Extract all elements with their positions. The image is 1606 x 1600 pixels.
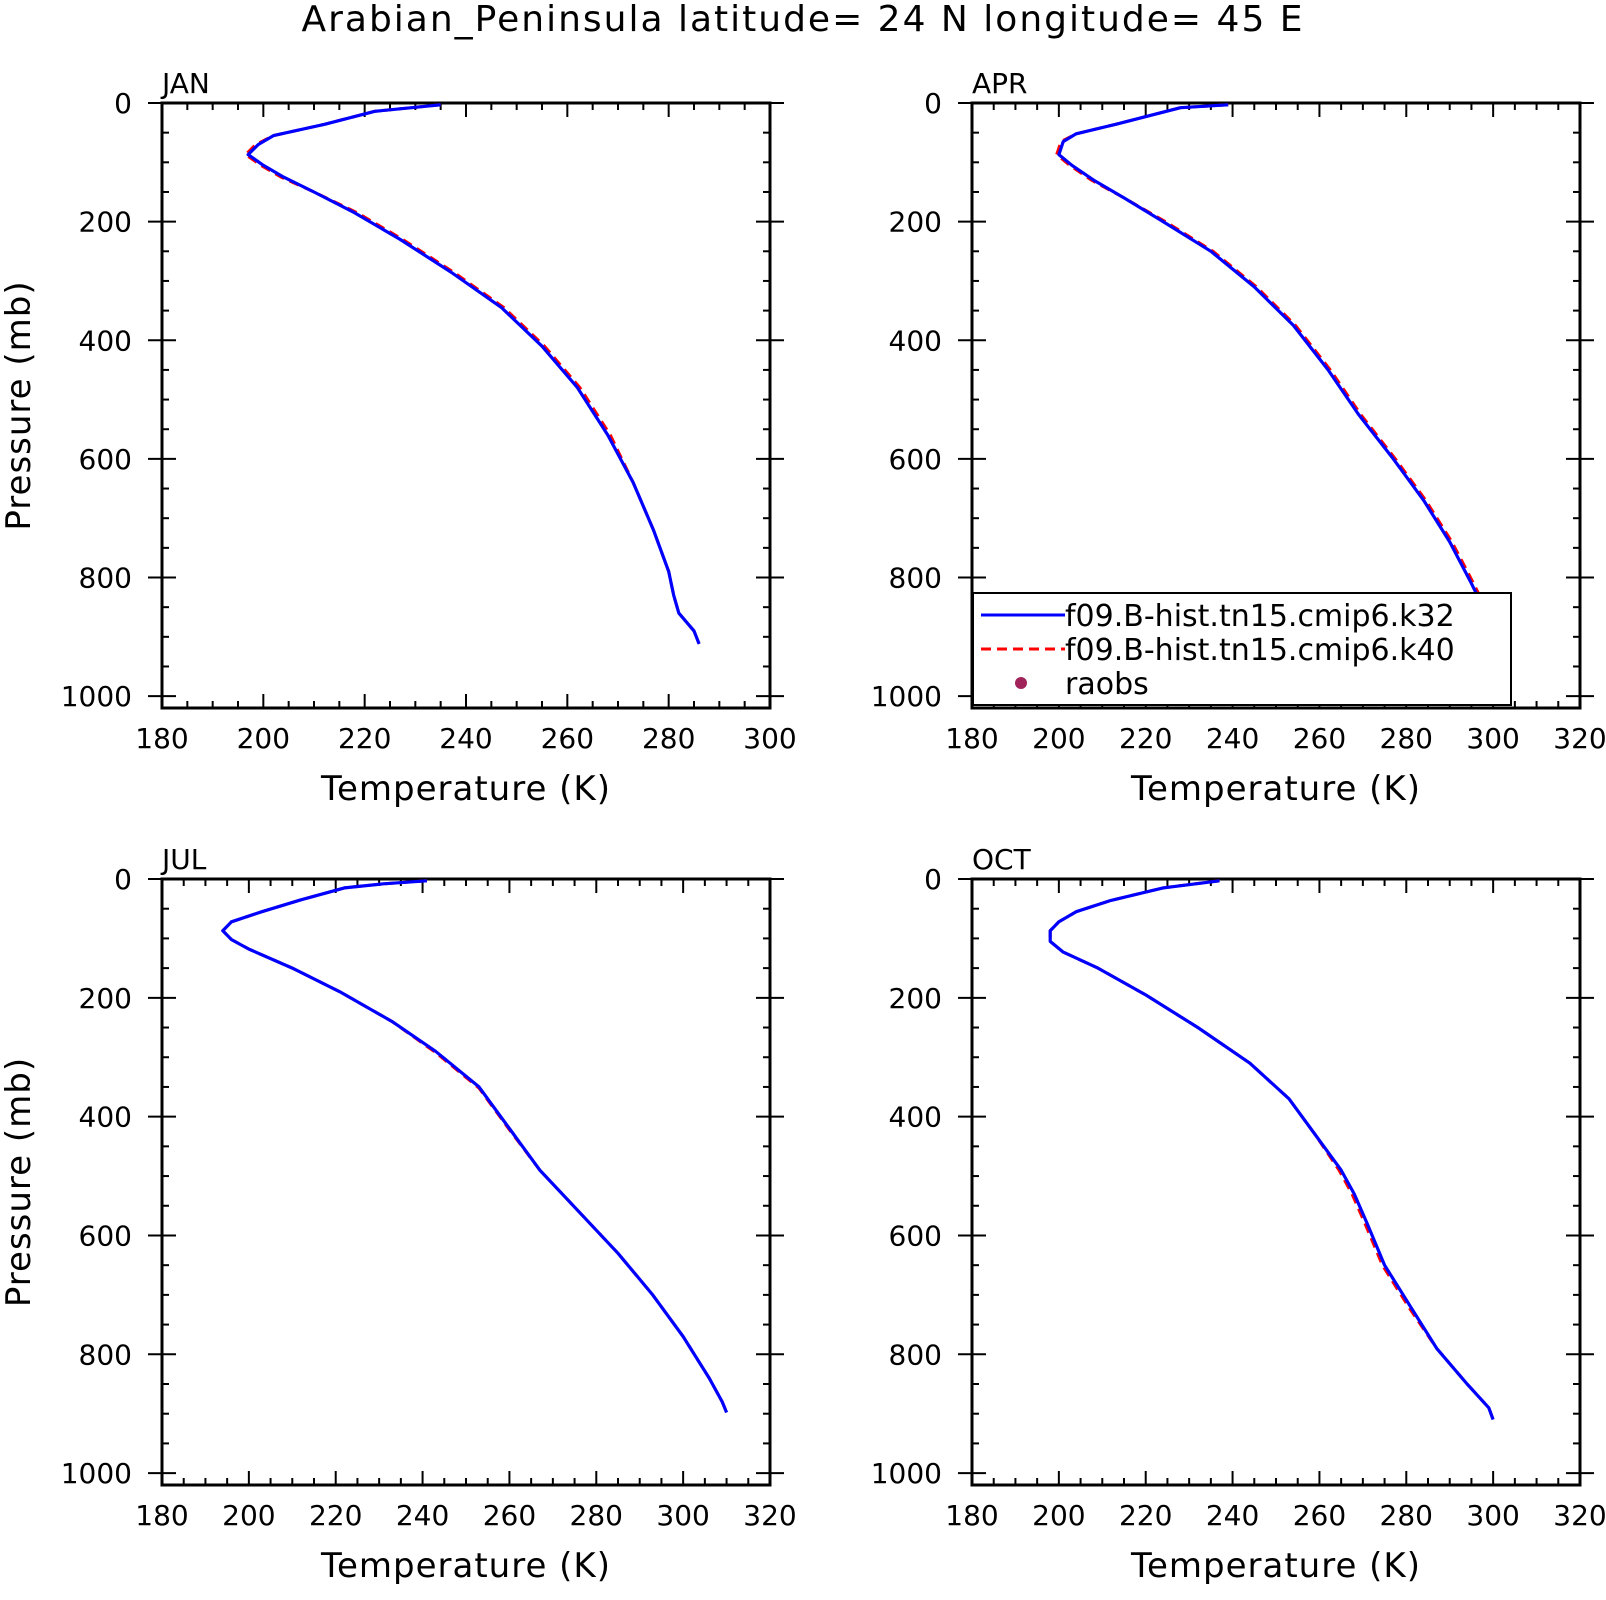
x-axis-title: Temperature (K)	[1130, 769, 1421, 809]
panel-label: JAN	[160, 67, 210, 100]
y-tick-label: 200	[79, 982, 132, 1015]
legend-label: f09.B-hist.tn15.cmip6.k32	[1065, 599, 1455, 634]
x-axis-title: Temperature (K)	[320, 1546, 611, 1586]
panel-apr: 180 200 220 240 260 280 300 320 0 200 400 600 800 100…	[871, 67, 1606, 809]
series-line-k32	[221, 879, 729, 1414]
series-line-k32	[1057, 103, 1499, 641]
series-line-k32	[246, 103, 701, 645]
panel-label: APR	[972, 67, 1028, 100]
x-tick-label: 240	[439, 722, 492, 755]
y-axis-title: Pressure (mb)	[0, 1057, 39, 1307]
panel-label: OCT	[972, 843, 1032, 876]
panel-oct: 180 200 220 240 260 280 300 320 0 200 400 600 800 100…	[871, 843, 1606, 1586]
y-tick-label: 200	[889, 206, 942, 239]
x-tick-label: 240	[1206, 1499, 1259, 1532]
panel-label: JUL	[160, 843, 207, 876]
series-line-k40	[244, 103, 701, 645]
x-tick-label: 300	[1466, 722, 1519, 755]
x-tick-label: 220	[1119, 722, 1172, 755]
y-tick-label: 200	[889, 982, 942, 1015]
y-tick-label: 0	[924, 863, 942, 896]
series-line-k40	[1055, 103, 1499, 641]
y-tick-label: 800	[79, 562, 132, 595]
legend: f09.B-hist.tn15.cmip6.k32f09.B-hist.tn15…	[972, 592, 1512, 706]
y-tick-label: 600	[79, 1219, 132, 1252]
x-tick-label: 220	[309, 1499, 362, 1532]
x-tick-label: 180	[945, 722, 998, 755]
x-tick-label: 180	[135, 1499, 188, 1532]
series-line-k32	[1048, 879, 1495, 1421]
y-axis-title: Pressure (mb)	[0, 280, 39, 530]
plot-frame	[160, 877, 772, 1487]
x-tick-label: 300	[1466, 1499, 1519, 1532]
x-tick-label: 180	[135, 722, 188, 755]
y-tick-label: 400	[79, 1101, 132, 1134]
y-tick-label: 0	[114, 87, 132, 120]
x-axis-title: Temperature (K)	[320, 769, 611, 809]
x-tick-label: 220	[338, 722, 391, 755]
legend-label: raobs	[1065, 667, 1149, 702]
series-line-k40	[1048, 879, 1495, 1421]
panel-jan: 180 200 220 240 260 280 300 0 200 400 600 800 1000 JA…	[0, 67, 797, 809]
x-tick-label: 180	[945, 1499, 998, 1532]
y-tick-label: 800	[889, 1338, 942, 1371]
series-line-k40	[221, 879, 728, 1414]
chart-title: Arabian_Peninsula latitude= 24 N longitu…	[301, 0, 1305, 40]
y-tick-label: 600	[889, 443, 942, 476]
panel-jul: 180 200 220 240 260 280 300 320 0 200 400 600 800 100…	[0, 843, 797, 1586]
x-tick-label: 320	[743, 1499, 796, 1532]
x-tick-label: 240	[1206, 722, 1259, 755]
y-tick-label: 800	[79, 1338, 132, 1371]
y-tick-label: 1000	[61, 1457, 132, 1490]
x-tick-label: 320	[1553, 1499, 1606, 1532]
x-tick-label: 280	[642, 722, 695, 755]
y-tick-label: 400	[889, 324, 942, 357]
x-tick-label: 260	[483, 1499, 536, 1532]
x-tick-label: 200	[237, 722, 290, 755]
x-tick-label: 280	[570, 1499, 623, 1532]
plot-frame	[970, 877, 1582, 1487]
legend-label: f09.B-hist.tn15.cmip6.k40	[1065, 633, 1455, 668]
y-tick-label: 0	[924, 87, 942, 120]
x-tick-label: 280	[1380, 1499, 1433, 1532]
plot-frame	[160, 101, 772, 710]
y-tick-label: 800	[889, 562, 942, 595]
x-tick-label: 260	[1293, 722, 1346, 755]
x-tick-label: 220	[1119, 1499, 1172, 1532]
y-tick-label: 400	[889, 1101, 942, 1134]
y-tick-label: 1000	[871, 1457, 942, 1490]
x-tick-label: 200	[1032, 1499, 1085, 1532]
x-tick-label: 300	[656, 1499, 709, 1532]
x-tick-label: 300	[743, 722, 796, 755]
x-tick-label: 200	[222, 1499, 275, 1532]
y-tick-label: 600	[889, 1219, 942, 1252]
y-tick-label: 1000	[871, 680, 942, 713]
y-tick-label: 1000	[61, 680, 132, 713]
x-axis-title: Temperature (K)	[1130, 1546, 1421, 1586]
y-tick-label: 400	[79, 324, 132, 357]
x-tick-label: 320	[1553, 722, 1606, 755]
y-tick-label: 0	[114, 863, 132, 896]
x-tick-label: 260	[541, 722, 594, 755]
y-tick-label: 200	[79, 206, 132, 239]
x-tick-label: 240	[396, 1499, 449, 1532]
legend-marker-raobs	[1015, 677, 1027, 689]
x-tick-label: 280	[1380, 722, 1433, 755]
y-tick-label: 600	[79, 443, 132, 476]
x-tick-label: 200	[1032, 722, 1085, 755]
x-tick-label: 260	[1293, 1499, 1346, 1532]
